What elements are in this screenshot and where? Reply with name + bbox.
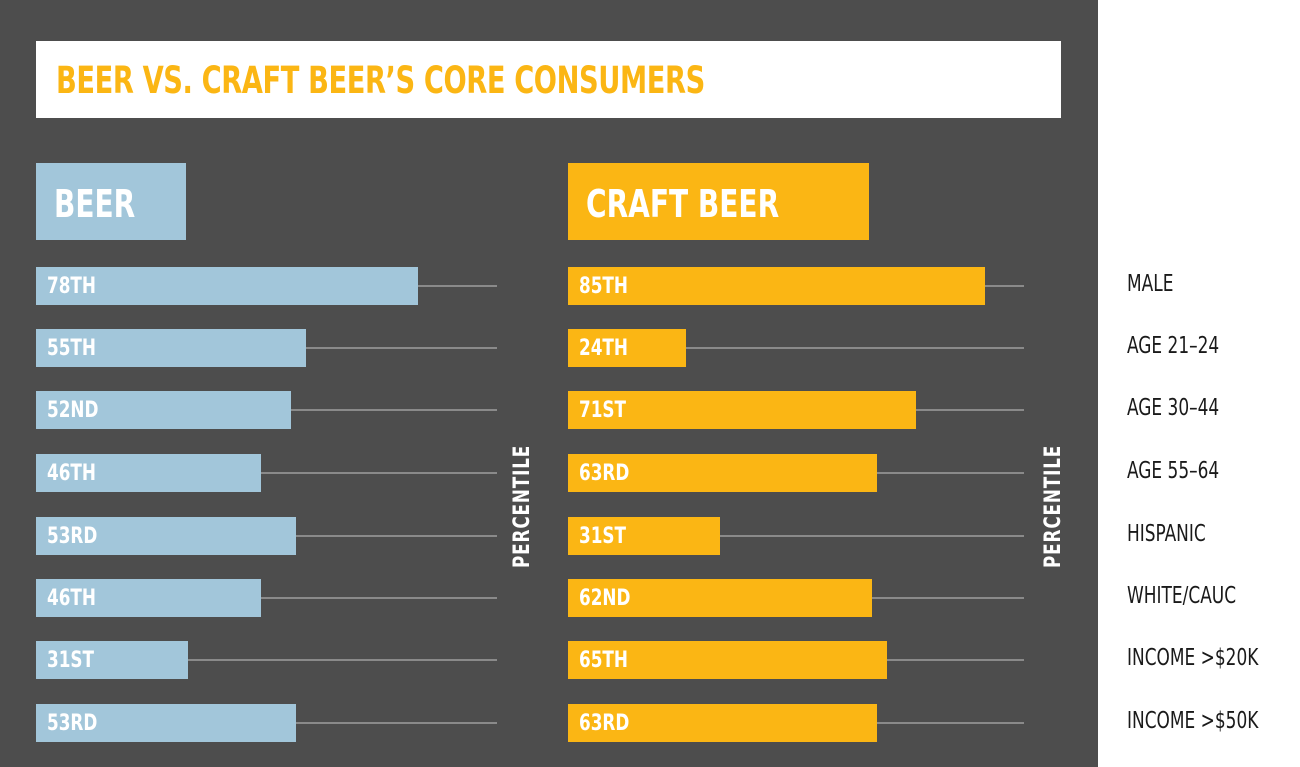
- beer-track-line: [188, 659, 497, 661]
- beer-bar: 52ND: [36, 391, 291, 429]
- beer-track-line: [296, 535, 497, 537]
- craft-axis-label: PERCENTILE: [1041, 444, 1066, 568]
- chart-title: BEER VS. CRAFT BEER’S CORE CONSUMERS: [56, 59, 705, 102]
- category-label: WHITE/CAUC: [1127, 583, 1237, 609]
- craft-track-line: [877, 472, 1024, 474]
- beer-bar-value: 46TH: [47, 586, 96, 611]
- craft-bar: 31ST: [568, 517, 720, 555]
- craft-bar-value: 71ST: [579, 398, 627, 423]
- category-label: AGE 55–64: [1127, 458, 1220, 484]
- category-label: INCOME >$50K: [1127, 708, 1259, 734]
- category-label: AGE 21–24: [1127, 333, 1220, 359]
- beer-row: 52ND: [36, 391, 497, 429]
- beer-bar: 31ST: [36, 641, 188, 679]
- beer-track-line: [261, 472, 497, 474]
- beer-bar: 53RD: [36, 517, 296, 555]
- beer-bar-value: 55TH: [47, 336, 96, 361]
- beer-header-label: BEER: [54, 182, 136, 226]
- beer-bar-value: 31ST: [47, 648, 95, 673]
- beer-row: 78TH: [36, 267, 497, 305]
- craft-row: 85TH: [568, 267, 1024, 305]
- craft-row: 63RD: [568, 704, 1024, 742]
- craft-track-line: [916, 409, 1024, 411]
- beer-bar-value: 78TH: [47, 274, 96, 299]
- beer-series-header: BEER: [36, 163, 186, 240]
- craft-bar: 63RD: [568, 454, 877, 492]
- beer-row: 53RD: [36, 517, 497, 555]
- craft-bar-value: 85TH: [579, 274, 628, 299]
- beer-bar: 78TH: [36, 267, 418, 305]
- category-label: AGE 30–44: [1127, 395, 1220, 421]
- beer-track-line: [296, 722, 497, 724]
- craft-row: 24TH: [568, 329, 1024, 367]
- craft-bar-value: 63RD: [579, 711, 630, 736]
- craft-bar-value: 65TH: [579, 648, 628, 673]
- craft-track-line: [720, 535, 1024, 537]
- beer-row: 53RD: [36, 704, 497, 742]
- chart-panel: BEER VS. CRAFT BEER’S CORE CONSUMERS BEE…: [0, 0, 1098, 767]
- beer-bar-value: 46TH: [47, 461, 96, 486]
- beer-row: 55TH: [36, 329, 497, 367]
- beer-track-line: [261, 597, 497, 599]
- craft-bar-value: 62ND: [579, 586, 631, 611]
- beer-bar: 53RD: [36, 704, 296, 742]
- beer-row: 46TH: [36, 454, 497, 492]
- beer-bar-value: 53RD: [47, 524, 98, 549]
- category-label: MALE: [1127, 271, 1174, 297]
- beer-track-line: [291, 409, 497, 411]
- beer-row: 46TH: [36, 579, 497, 617]
- beer-bar: 46TH: [36, 454, 261, 492]
- craft-bar-value: 63RD: [579, 461, 630, 486]
- craft-track-line: [686, 347, 1024, 349]
- craft-bar: 65TH: [568, 641, 887, 679]
- craft-track-line: [872, 597, 1024, 599]
- craft-bar: 62ND: [568, 579, 872, 617]
- craft-track-line: [877, 722, 1024, 724]
- craft-bar: 85TH: [568, 267, 985, 305]
- craft-bar-value: 24TH: [579, 336, 628, 361]
- beer-bar: 55TH: [36, 329, 306, 367]
- craft-bar: 63RD: [568, 704, 877, 742]
- beer-bar: 46TH: [36, 579, 261, 617]
- category-label: INCOME >$20K: [1127, 645, 1259, 671]
- craft-bar: 24TH: [568, 329, 686, 367]
- category-label: HISPANIC: [1127, 521, 1206, 547]
- craft-row: 71ST: [568, 391, 1024, 429]
- craft-series-header: CRAFT BEER: [568, 163, 869, 240]
- craft-bar: 71ST: [568, 391, 916, 429]
- beer-axis-label: PERCENTILE: [510, 444, 535, 568]
- craft-track-line: [887, 659, 1024, 661]
- beer-track-line: [418, 285, 497, 287]
- craft-row: 63RD: [568, 454, 1024, 492]
- craft-track-line: [985, 285, 1024, 287]
- craft-header-label: CRAFT BEER: [586, 182, 780, 226]
- beer-bar-value: 53RD: [47, 711, 98, 736]
- beer-row: 31ST: [36, 641, 497, 679]
- craft-row: 62ND: [568, 579, 1024, 617]
- craft-row: 31ST: [568, 517, 1024, 555]
- title-banner: BEER VS. CRAFT BEER’S CORE CONSUMERS: [36, 41, 1061, 118]
- craft-bar-value: 31ST: [579, 524, 627, 549]
- beer-track-line: [306, 347, 497, 349]
- beer-bar-value: 52ND: [47, 398, 99, 423]
- craft-row: 65TH: [568, 641, 1024, 679]
